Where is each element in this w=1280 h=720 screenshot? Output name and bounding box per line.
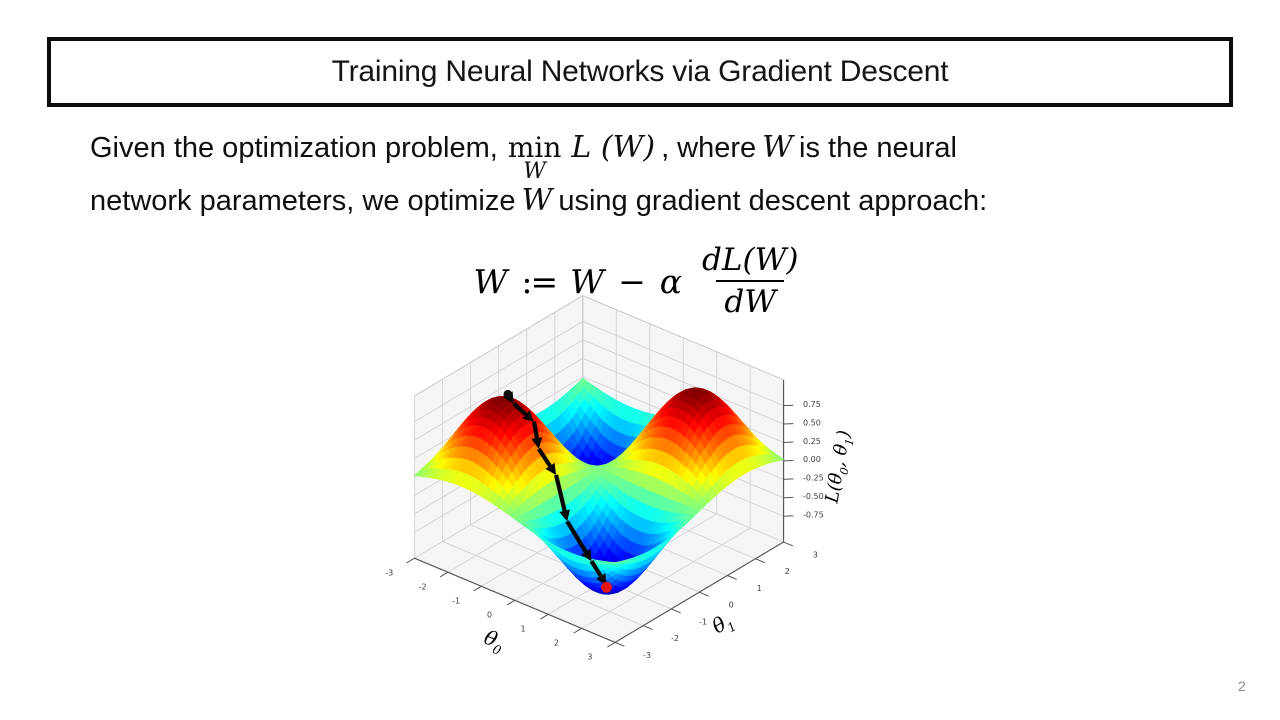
body-seg-3: is the neural — [799, 132, 958, 164]
body-seg-4: network parameters, we optimize — [90, 185, 516, 217]
objective-function: L (W) — [571, 130, 656, 165]
loss-surface-plot — [370, 290, 890, 690]
body-seg-2: , where — [661, 132, 757, 164]
body-text: Given the optimization problem, min W L (W)… — [90, 130, 1230, 218]
body-line-1: Given the optimization problem, min W L (W)… — [90, 130, 1230, 184]
slide-title-box: Training Neural Networks via Gradient De… — [47, 37, 1233, 107]
math-w-2: W — [521, 183, 553, 218]
min-operator: min W — [507, 131, 562, 184]
fraction-numerator: dL(W) — [702, 242, 799, 278]
body-seg-1: Given the optimization problem, — [90, 132, 498, 164]
math-w-1: W — [762, 130, 794, 165]
body-seg-5: using gradient descent approach: — [558, 185, 988, 217]
slide-title: Training Neural Networks via Gradient De… — [331, 55, 949, 88]
min-label: min — [507, 131, 562, 164]
min-subscript: W — [523, 159, 546, 184]
page-number: 2 — [1238, 678, 1246, 694]
